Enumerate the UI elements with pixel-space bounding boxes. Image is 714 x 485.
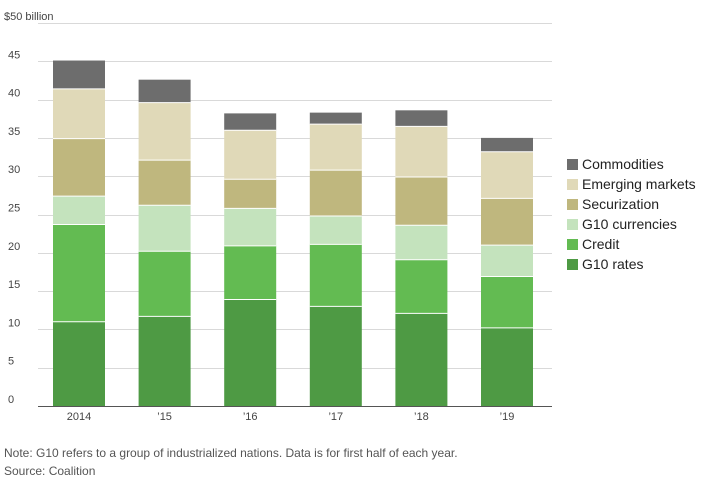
bar-segment (309, 124, 362, 171)
bar-segment (138, 316, 191, 406)
bar-segment (53, 60, 105, 89)
bar-segment (53, 224, 105, 322)
chart-note: Note: G10 refers to a group of industria… (4, 446, 458, 460)
bar-segment (224, 208, 277, 246)
legend-label: Commodities (582, 156, 664, 172)
x-tick-label: ’18 (414, 411, 429, 423)
bar-segment (395, 225, 448, 260)
legend-swatch (567, 239, 578, 250)
bar-segment (481, 137, 533, 152)
bar-segment (224, 299, 277, 406)
y-tick-label: 10 (8, 317, 20, 329)
y-tick-label: 40 (8, 88, 20, 100)
legend-swatch (567, 159, 578, 170)
x-axis: 2014 ’15 ’16 ’17 ’18 ’19 (67, 411, 515, 423)
y-tick-label: 20 (8, 241, 20, 253)
bar-segment (309, 244, 362, 307)
bar-segment (138, 251, 191, 317)
legend-swatch (567, 179, 578, 190)
gridlines (38, 23, 552, 369)
legend-swatch (567, 199, 578, 210)
bar-segment (138, 79, 191, 103)
bar-segment (481, 276, 533, 328)
bar-segment (138, 160, 191, 206)
bar-segment (138, 205, 191, 252)
legend-label: Credit (582, 236, 619, 252)
x-tick-label: ’17 (328, 411, 343, 423)
bar-segment (53, 196, 105, 225)
bar-segment (53, 138, 105, 197)
bar-segment (481, 198, 533, 246)
bar-segment (224, 245, 277, 300)
bar-segment (224, 130, 277, 180)
bar-segment (309, 112, 362, 125)
bar-segment (138, 102, 191, 161)
bar-segment (224, 113, 277, 131)
bar-segment (395, 176, 448, 226)
bar-segment (481, 245, 533, 277)
y-unit-label: $50 billion (4, 11, 54, 23)
legend-swatch (567, 219, 578, 230)
y-tick-label: 5 (8, 356, 14, 368)
bar-segment (309, 170, 362, 217)
bar-segment (395, 110, 448, 127)
bar-segment (395, 259, 448, 314)
legend-swatch (567, 259, 578, 270)
y-axis: 0 5 10 15 20 25 30 35 40 45 $50 billion (4, 11, 54, 406)
y-tick-label: 30 (8, 164, 20, 176)
x-tick-label: 2014 (67, 411, 91, 423)
y-tick-label: 35 (8, 126, 20, 138)
legend-label: Emerging markets (582, 176, 696, 192)
y-tick-label: 25 (8, 203, 20, 215)
chart-source: Source: Coalition (4, 464, 96, 478)
legend-label: Securization (582, 196, 659, 212)
bar-segment (395, 126, 448, 177)
x-tick-label: ’15 (157, 411, 172, 423)
y-tick-label: 15 (8, 279, 20, 291)
legend: Commodities Emerging markets Securization G… (567, 156, 696, 272)
legend-label: G10 currencies (582, 216, 677, 232)
bar-segment (481, 151, 533, 199)
legend-label: G10 rates (582, 256, 643, 272)
bar-segment (395, 313, 448, 406)
bar-segment (224, 179, 277, 209)
bar-segment (309, 216, 362, 245)
bars (53, 60, 533, 406)
bar-segment (481, 327, 533, 406)
x-tick-label: ’16 (243, 411, 258, 423)
bar-segment (309, 306, 362, 406)
x-tick-label: ’19 (500, 411, 515, 423)
y-tick-label: 0 (8, 394, 14, 406)
bar-segment (53, 321, 105, 406)
bar-segment (53, 88, 105, 139)
y-tick-label: 45 (8, 49, 20, 61)
